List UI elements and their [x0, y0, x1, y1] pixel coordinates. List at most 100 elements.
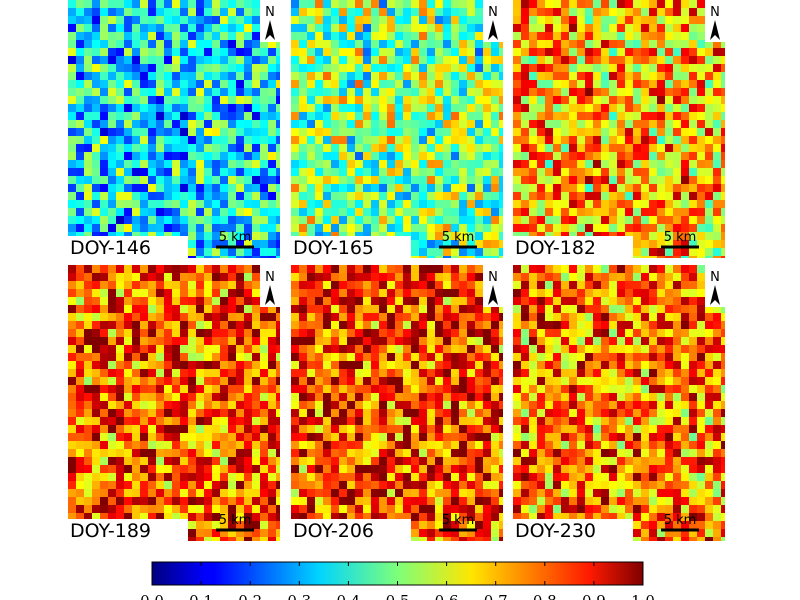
pixel-block	[491, 208, 499, 216]
pixel-block	[212, 248, 220, 256]
pixel-block	[657, 273, 665, 281]
pixel-block	[529, 80, 537, 88]
pixel-block	[475, 441, 483, 449]
pixel-block	[268, 192, 276, 200]
pixel-block	[124, 409, 132, 417]
pixel-block	[188, 240, 196, 248]
pixel-block	[84, 313, 92, 321]
pixel-block	[451, 497, 459, 505]
pixel-block	[132, 409, 140, 417]
pixel-block	[92, 192, 100, 200]
pixel-block	[188, 385, 196, 393]
pixel-block	[483, 208, 491, 216]
pixel-block	[721, 321, 725, 329]
pixel-block	[172, 305, 180, 313]
pixel-block	[467, 0, 475, 8]
pixel-block	[268, 104, 276, 112]
pixel-block	[172, 160, 180, 168]
pixel-block	[236, 32, 244, 40]
pixel-block	[363, 513, 371, 521]
pixel-block	[435, 192, 443, 200]
pixel-block	[467, 313, 475, 321]
pixel-block	[268, 80, 276, 88]
pixel-block	[411, 529, 419, 537]
pixel-block	[164, 345, 172, 353]
pixel-block	[260, 200, 268, 208]
pixel-block	[697, 16, 705, 24]
pixel-block	[212, 0, 220, 8]
pixel-block	[339, 88, 347, 96]
pixel-block	[124, 441, 132, 449]
pixel-block	[220, 104, 228, 112]
pixel-block	[291, 305, 299, 313]
pixel-block	[228, 32, 236, 40]
pixel-block	[601, 8, 609, 16]
pixel-block	[156, 80, 164, 88]
pixel-block	[363, 24, 371, 32]
pixel-block	[649, 40, 657, 48]
pixel-block	[609, 48, 617, 56]
pixel-block	[132, 273, 140, 281]
pixel-block	[172, 329, 180, 337]
pixel-block	[411, 144, 419, 152]
pixel-block	[411, 256, 419, 258]
pixel-block	[459, 425, 467, 433]
pixel-block	[315, 72, 323, 80]
pixel-block	[467, 481, 475, 489]
pixel-block	[252, 120, 260, 128]
pixel-block	[84, 64, 92, 72]
pixel-block	[443, 521, 451, 529]
pixel-block	[315, 337, 323, 345]
pixel-block	[323, 321, 331, 329]
pixel-block	[172, 64, 180, 72]
pixel-block	[204, 32, 212, 40]
pixel-block	[180, 481, 188, 489]
pixel-block	[291, 473, 299, 481]
pixel-block	[577, 224, 585, 232]
pixel-block	[665, 16, 673, 24]
pixel-block	[220, 40, 228, 48]
pixel-block	[339, 305, 347, 313]
pixel-block	[529, 152, 537, 160]
pixel-block	[451, 200, 459, 208]
pixel-block	[499, 529, 503, 537]
pixel-block	[268, 457, 276, 465]
pixel-block	[268, 128, 276, 136]
pixel-block	[148, 425, 156, 433]
pixel-block	[713, 329, 721, 337]
pixel-block	[355, 457, 363, 465]
pixel-block	[435, 216, 443, 224]
pixel-block	[276, 465, 280, 473]
pixel-block	[491, 321, 499, 329]
pixel-block	[228, 265, 236, 273]
pixel-block	[323, 0, 331, 8]
pixel-block	[443, 240, 451, 248]
pixel-block	[601, 176, 609, 184]
pixel-block	[276, 353, 280, 361]
pixel-block	[499, 465, 503, 473]
pixel-block	[451, 184, 459, 192]
pixel-block	[585, 72, 593, 80]
pixel-block	[244, 281, 252, 289]
pixel-block	[593, 224, 601, 232]
pixel-block	[427, 96, 435, 104]
pixel-block	[419, 184, 427, 192]
pixel-block	[156, 441, 164, 449]
pixel-block	[379, 192, 387, 200]
pixel-block	[204, 16, 212, 24]
pixel-block	[260, 401, 268, 409]
pixel-block	[475, 184, 483, 192]
pixel-block	[196, 16, 204, 24]
pixel-block	[435, 168, 443, 176]
pixel-block	[68, 425, 76, 433]
pixel-block	[172, 0, 180, 8]
pixel-block	[641, 104, 649, 112]
pixel-block	[681, 184, 689, 192]
pixel-block	[641, 56, 649, 64]
pixel-block	[252, 88, 260, 96]
pixel-block	[593, 88, 601, 96]
pixel-block	[355, 8, 363, 16]
pixel-block	[260, 497, 268, 505]
pixel-block	[331, 353, 339, 361]
